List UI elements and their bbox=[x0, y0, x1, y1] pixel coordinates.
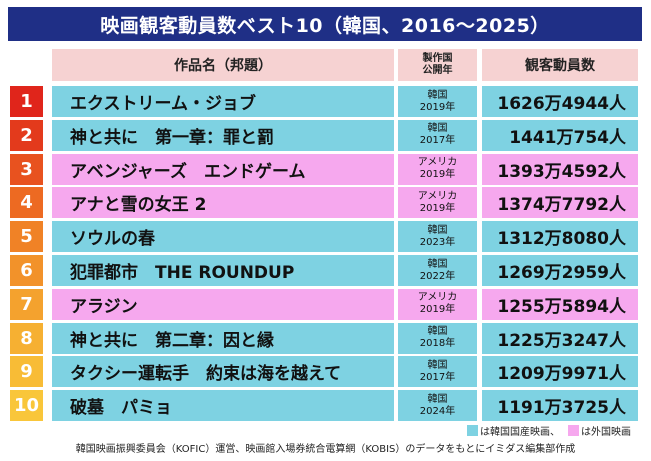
movie-title: 神と共に 第二章：因と縁 bbox=[52, 322, 394, 354]
country: 韓国 bbox=[427, 123, 448, 135]
release-year: 2019年 bbox=[419, 101, 456, 113]
table-row: 10 破墓 パミョ 韓国 2024年 1191万3725人 bbox=[0, 390, 651, 422]
release-year: 2017年 bbox=[419, 371, 456, 383]
legend-korean-swatch bbox=[467, 425, 478, 436]
release-year: 2018年 bbox=[419, 338, 456, 350]
country-year: 韓国 2019年 bbox=[398, 86, 477, 117]
release-year: 2024年 bbox=[419, 405, 456, 417]
rank-badge: 6 bbox=[10, 255, 43, 286]
movie-title: 神と共に 第一章：罪と罰 bbox=[52, 119, 394, 151]
audience-count: 1269万2959人 bbox=[482, 255, 638, 286]
legend-foreign-label: は外国映画 bbox=[581, 427, 631, 438]
country: 韓国 bbox=[427, 393, 448, 405]
release-year: 2019年 bbox=[419, 169, 456, 181]
release-year: 2019年 bbox=[419, 304, 456, 316]
table-row: 5 ソウルの春 韓国 2023年 1312万8080人 bbox=[0, 221, 651, 253]
source-note: 韓国映画振興委員会（KOFIC）運営、映画館入場券統合電算網（KOBIS）のデー… bbox=[75, 444, 576, 455]
country-year: 韓国 2023年 bbox=[398, 221, 477, 253]
rank-badge: 7 bbox=[10, 288, 43, 320]
country: アメリカ bbox=[417, 157, 458, 169]
movie-title: タクシー運転手 約束は海を越えて bbox=[52, 356, 394, 388]
movie-title: アナと雪の女王 2 bbox=[52, 187, 394, 219]
country: 韓国 bbox=[427, 326, 448, 338]
audience-count: 1312万8080人 bbox=[482, 221, 638, 253]
release-year: 2019年 bbox=[419, 202, 456, 214]
movie-title: ソウルの春 bbox=[52, 221, 394, 253]
rank-badge: 3 bbox=[10, 153, 43, 185]
table-row: 9 タクシー運転手 約束は海を越えて 韓国 2017年 1209万9971人 bbox=[0, 356, 651, 388]
release-year: 2017年 bbox=[419, 135, 456, 147]
country: 韓国 bbox=[427, 89, 448, 101]
header-country-year: 製作国 公開年 bbox=[398, 49, 477, 81]
legend-korean-label: は韓国国産映画、 bbox=[480, 427, 560, 438]
movie-title: アラジン bbox=[52, 288, 394, 320]
table-row: 1 エクストリーム・ジョブ 韓国 2019年 1626万4944人 bbox=[0, 86, 651, 117]
table-row: 6 犯罪都市 THE ROUNDUP 韓国 2022年 1269万2959人 bbox=[0, 255, 651, 286]
country: アメリカ bbox=[417, 190, 458, 202]
legend-korean: は韓国国産映画、 bbox=[467, 424, 560, 438]
release-year: 2022年 bbox=[419, 270, 456, 282]
audience-count: 1209万9971人 bbox=[482, 356, 638, 388]
rank-badge: 5 bbox=[10, 221, 43, 253]
country-year: 韓国 2017年 bbox=[398, 356, 477, 388]
audience-count: 1225万3247人 bbox=[482, 322, 638, 354]
header-title: 作品名（邦題） bbox=[52, 49, 394, 81]
legend-foreign-swatch bbox=[568, 425, 579, 436]
country-year: アメリカ 2019年 bbox=[398, 187, 477, 219]
audience-count: 1441万754人 bbox=[482, 119, 638, 151]
legend-foreign: は外国映画 bbox=[568, 424, 631, 438]
rank-badge: 8 bbox=[10, 322, 43, 354]
movie-title: アベンジャーズ エンドゲーム bbox=[52, 153, 394, 185]
country: アメリカ bbox=[417, 292, 458, 304]
audience-count: 1626万4944人 bbox=[482, 86, 638, 117]
rank-badge: 9 bbox=[10, 356, 43, 388]
country: 韓国 bbox=[427, 359, 448, 371]
audience-count: 1374万7792人 bbox=[482, 187, 638, 219]
audience-count: 1255万5894人 bbox=[482, 288, 638, 320]
movie-title: 破墓 パミョ bbox=[52, 390, 394, 422]
country-year: アメリカ 2019年 bbox=[398, 153, 477, 185]
table-row: 2 神と共に 第一章：罪と罰 韓国 2017年 1441万754人 bbox=[0, 119, 651, 151]
table-row: 4 アナと雪の女王 2 アメリカ 2019年 1374万7792人 bbox=[0, 187, 651, 219]
rank-badge: 1 bbox=[10, 86, 43, 117]
page-title: 映画観客動員数ベスト10（韓国、2016～2025） bbox=[8, 7, 642, 41]
header-audience: 観客動員数 bbox=[482, 49, 638, 81]
country-year: 韓国 2017年 bbox=[398, 119, 477, 151]
header-release-year: 公開年 bbox=[422, 65, 453, 76]
country-year: アメリカ 2019年 bbox=[398, 288, 477, 320]
table-row: 8 神と共に 第二章：因と縁 韓国 2018年 1225万3247人 bbox=[0, 322, 651, 354]
country: 韓国 bbox=[427, 224, 448, 236]
movie-title: エクストリーム・ジョブ bbox=[52, 86, 394, 117]
country-year: 韓国 2024年 bbox=[398, 390, 477, 422]
country-year: 韓国 2018年 bbox=[398, 322, 477, 354]
release-year: 2023年 bbox=[419, 236, 456, 248]
table-row: 3 アベンジャーズ エンドゲーム アメリカ 2019年 1393万4592人 bbox=[0, 153, 651, 185]
audience-count: 1191万3725人 bbox=[482, 390, 638, 422]
audience-count: 1393万4592人 bbox=[482, 153, 638, 185]
country: 韓国 bbox=[427, 258, 448, 270]
country-year: 韓国 2022年 bbox=[398, 255, 477, 286]
movie-title: 犯罪都市 THE ROUNDUP bbox=[52, 255, 394, 286]
rank-badge: 10 bbox=[10, 390, 43, 422]
rank-badge: 4 bbox=[10, 187, 43, 219]
header-country: 製作国 bbox=[422, 53, 453, 64]
table-row: 7 アラジン アメリカ 2019年 1255万5894人 bbox=[0, 288, 651, 320]
rank-badge: 2 bbox=[10, 119, 43, 151]
